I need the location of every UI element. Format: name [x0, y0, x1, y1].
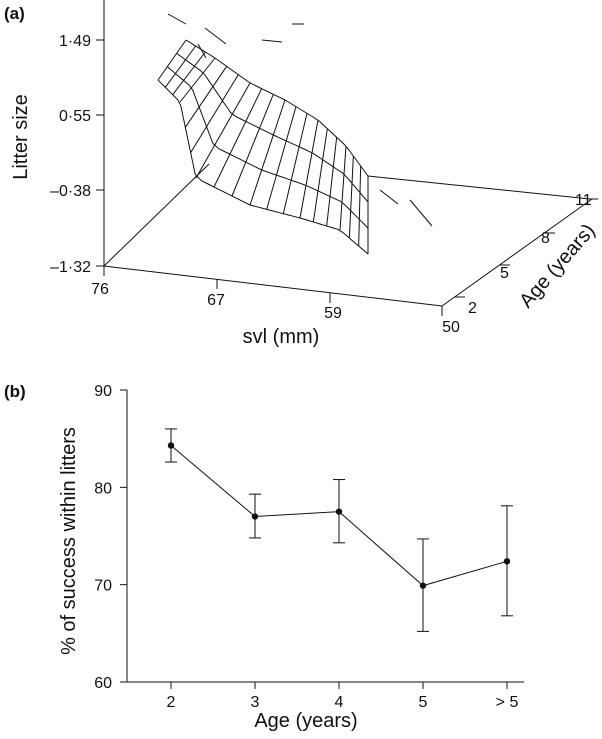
panel-a-z-tick-label: 0·55: [59, 108, 91, 125]
surface-grid-line: [172, 51, 206, 95]
panel-b-y-tick-label: 60: [94, 675, 112, 692]
panel-b-x-tick-label: 5: [419, 694, 428, 711]
surface-grid-line: [348, 155, 354, 239]
surface-grid-line: [190, 74, 239, 153]
panel-b-x-tick-label: > 5: [496, 694, 519, 711]
panel-a-x-tick-label: 59: [324, 305, 342, 322]
surface-grid-line: [249, 99, 286, 206]
panel-a-y-axis-title: Age (years): [515, 220, 599, 312]
surface-grid-line: [157, 39, 187, 81]
panel-b-y-tick-label: 90: [94, 383, 112, 400]
panel-a-y-tick-label: 2: [468, 300, 477, 317]
surface-grid-line: [167, 66, 369, 229]
surface-grid-line: [339, 145, 347, 231]
panel-a-y-tick-label: 5: [500, 265, 509, 282]
panel-b-data-point: [167, 442, 175, 449]
panel-a-x-axis: [103, 265, 443, 307]
panel-b-x-ticks: 2 3 4 5 > 5: [167, 682, 519, 711]
panel-a-y-ticks: 2 5 8 11: [455, 192, 598, 317]
surface-fragment: [379, 189, 399, 205]
panel-a-y-tick-label: 11: [575, 192, 592, 209]
surface-grid-line: [179, 57, 216, 103]
panel-b-y-tick-label: 80: [94, 480, 112, 497]
surface-grid-line: [312, 128, 328, 223]
surface-grid-line: [164, 45, 197, 88]
panel-a-y-tick-label: 8: [541, 230, 550, 247]
surface-grid-line: [358, 165, 362, 247]
panel-b-points: [167, 442, 511, 589]
panel-b-y-ticks: 60 70 80 90: [94, 383, 127, 692]
panel-a-z-axis-title: Litter size: [10, 94, 32, 180]
panel-b-x-tick-label: 2: [167, 694, 176, 711]
panel-a-x-axis-title: svl (mm): [243, 326, 320, 348]
panel-b-y-tick-label: 70: [94, 578, 112, 595]
panel-b-data-point: [419, 582, 427, 589]
panel-a-surface: [157, 13, 433, 255]
surface-grid-line: [326, 137, 338, 227]
surface-grid-line: [213, 88, 263, 188]
panel-b-data-point: [335, 508, 343, 515]
panel-b: (b) % of success within litters Age (yea…: [4, 382, 524, 732]
panel-a-x-tick-label: 67: [207, 292, 225, 309]
surface-grid-line: [282, 113, 308, 214]
panel-b-x-tick-label: 3: [251, 694, 260, 711]
panel-a-y-axis: [441, 198, 593, 307]
surface-fragment: [204, 27, 227, 45]
panel-a-x-ticks: 76 67 59 50: [91, 266, 460, 336]
panel-b-data-point: [251, 513, 259, 520]
panel-b-label: (b): [4, 382, 26, 401]
surface-fragment: [409, 199, 433, 227]
panel-b-y-axis-title: % of success within litters: [58, 427, 80, 655]
panel-a: (a) Litter size 1·49 0·55 –0·38 –1·32 76: [4, 0, 600, 348]
panel-a-back-edge: [367, 175, 591, 200]
surface-grid-line: [231, 94, 274, 197]
panel-a-back-edge: [103, 163, 210, 267]
surface-grid-line: [195, 82, 251, 179]
panel-b-x-tick-label: 4: [335, 694, 344, 711]
panel-b-error-bars: [165, 428, 513, 632]
surface-fragment: [167, 13, 187, 25]
panel-a-z-tick-label: –1·32: [50, 259, 91, 276]
panel-b-data-point: [503, 558, 511, 565]
surface-fragment: [261, 39, 283, 43]
surface-grid-line: [184, 66, 228, 128]
panel-a-z-tick-label: –0·38: [50, 183, 91, 200]
panel-a-x-tick-label: 50: [442, 319, 460, 336]
panel-a-x-tick-label: 76: [91, 281, 109, 298]
surface-grid-line: [266, 106, 297, 210]
panel-a-label: (a): [4, 4, 25, 23]
panel-a-z-tick-label: 1·49: [59, 33, 91, 50]
panel-a-z-ticks: 1·49 0·55 –0·38 –1·32: [50, 33, 104, 276]
surface-fragment: [197, 43, 207, 59]
panel-b-x-axis-title: Age (years): [254, 710, 357, 732]
surface-grid-line: [299, 119, 319, 219]
